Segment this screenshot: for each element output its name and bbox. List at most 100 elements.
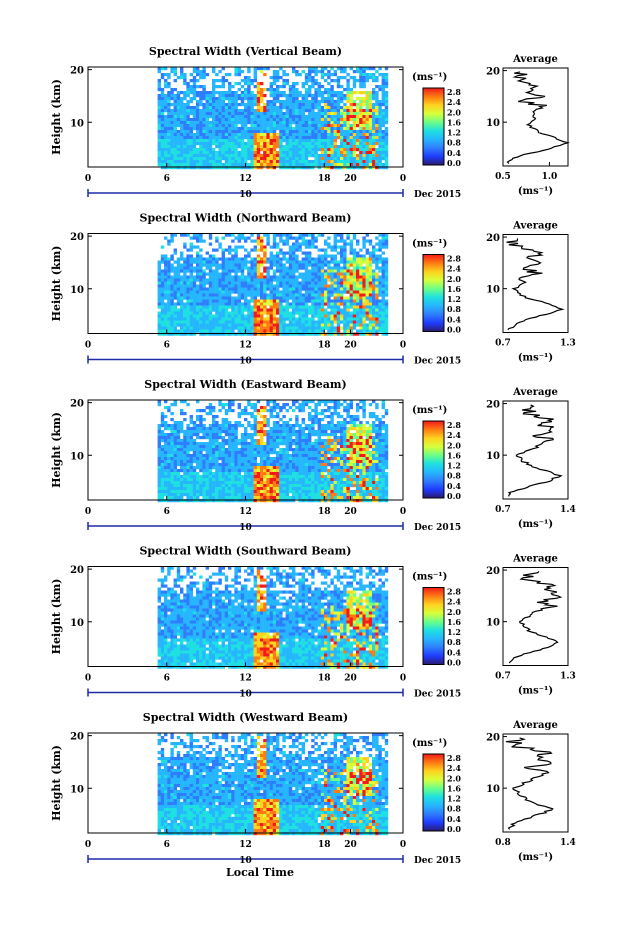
heatmap-cell [308,263,312,267]
heatmap-cell [218,112,222,116]
heatmap-cell [301,85,305,89]
heatmap-cell [333,157,337,161]
heatmap-cell [263,112,267,116]
heatmap-cell [205,305,209,309]
heatmap-cell [301,433,305,437]
heatmap-cell [263,121,267,125]
heatmap-cell [237,97,241,101]
heatmap-cell [234,151,238,155]
heatmap-cell [282,91,286,95]
heatmap-cell [224,166,229,170]
heatmap-cell [292,430,296,434]
heatmap-cell [324,263,328,267]
heatmap-cell [336,427,341,431]
heatmap-cell [330,121,334,125]
heatmap-cell [221,332,225,336]
heatmap-cell [349,151,353,155]
heatmap-cell [343,151,347,155]
heatmap-cell [276,308,280,312]
heatmap-cell [340,275,344,279]
heatmap-cell [228,296,232,300]
heatmap-cell [336,278,341,282]
heatmap-cell [340,260,344,264]
heatmap-cell [176,287,181,291]
heatmap-cell [308,142,312,146]
heatmap-cell [170,145,174,149]
heatmap-cell [228,257,232,261]
heatmap-cell [292,115,296,119]
heatmap-cell [263,139,267,143]
heatmap-cell [221,115,225,119]
heatmap-cell [167,97,171,101]
heatmap-cell [272,403,277,407]
heatmap-cell [327,151,331,155]
heatmap-cell [375,284,379,288]
heatmap-cell [317,424,321,428]
heatmap-cell [260,427,264,431]
heatmap-cell [320,133,325,137]
heatmap-cell [314,136,318,140]
heatmap-cell [276,442,280,446]
heatmap-cell [180,329,184,333]
heatmap-cell [256,233,261,237]
heatmap-cell [276,85,280,89]
heatmap-cell [253,248,257,252]
heatmap-cell [205,157,209,161]
heatmap-cell [346,302,350,306]
heatmap-cell [295,242,299,246]
heatmap-cell [253,305,257,309]
heatmap-cell [244,106,248,110]
heatmap-cell [221,148,225,152]
x-tick-label: 12 [239,341,252,351]
heatmap-cell [304,133,309,137]
heatmap-cell [253,424,257,428]
heatmap-cell [311,242,315,246]
heatmap-cell [272,421,277,425]
heatmap-cell [244,442,248,446]
y-axis-label: Height (km) [50,79,63,155]
heatmap-cell [308,427,312,431]
heatmap-cell [298,248,302,252]
heatmap-cell [160,445,165,449]
heatmap-cell [308,287,312,291]
heatmap-cell [327,305,331,309]
heatmap-cell [308,163,312,167]
heatmap-cell [256,317,261,321]
heatmap-cell [240,439,245,443]
heatmap-cell [157,403,161,407]
heatmap-cell [218,142,222,146]
heatmap-cell [234,320,238,324]
heatmap-cell [381,415,385,419]
heatmap-cell [279,293,283,297]
heatmap-cell [381,166,385,170]
heatmap-cell [237,236,241,240]
heatmap-cell [180,287,184,291]
heatmap-cell [256,257,261,261]
heatmap-cell [368,263,373,267]
heatmap-cell [180,97,184,101]
heatmap-cell [260,130,264,134]
heatmap-cell [231,439,235,443]
heatmap-cell [221,421,225,425]
heatmap-cell [167,275,171,279]
heatmap-cell [285,127,289,131]
heatmap-cell [304,154,309,158]
heatmap-cell [330,248,334,252]
heatmap-cell [324,302,328,306]
heatmap-cell [256,67,261,71]
heatmap-cell [202,148,206,152]
heatmap-cell [180,281,184,285]
heatmap-cell [327,115,331,119]
heatmap-cell [266,296,270,300]
heatmap-cell [276,160,280,164]
heatmap-cell [260,287,264,291]
heatmap-cell [180,130,184,134]
heatmap-cell [311,317,315,321]
heatmap-cell [327,436,331,440]
heatmap-cell [215,124,219,128]
heatmap-cell [372,248,376,252]
heatmap-cell [359,127,363,131]
heatmap-cell [250,118,254,122]
heatmap-cell [308,70,312,74]
heatmap-cell [381,308,385,312]
